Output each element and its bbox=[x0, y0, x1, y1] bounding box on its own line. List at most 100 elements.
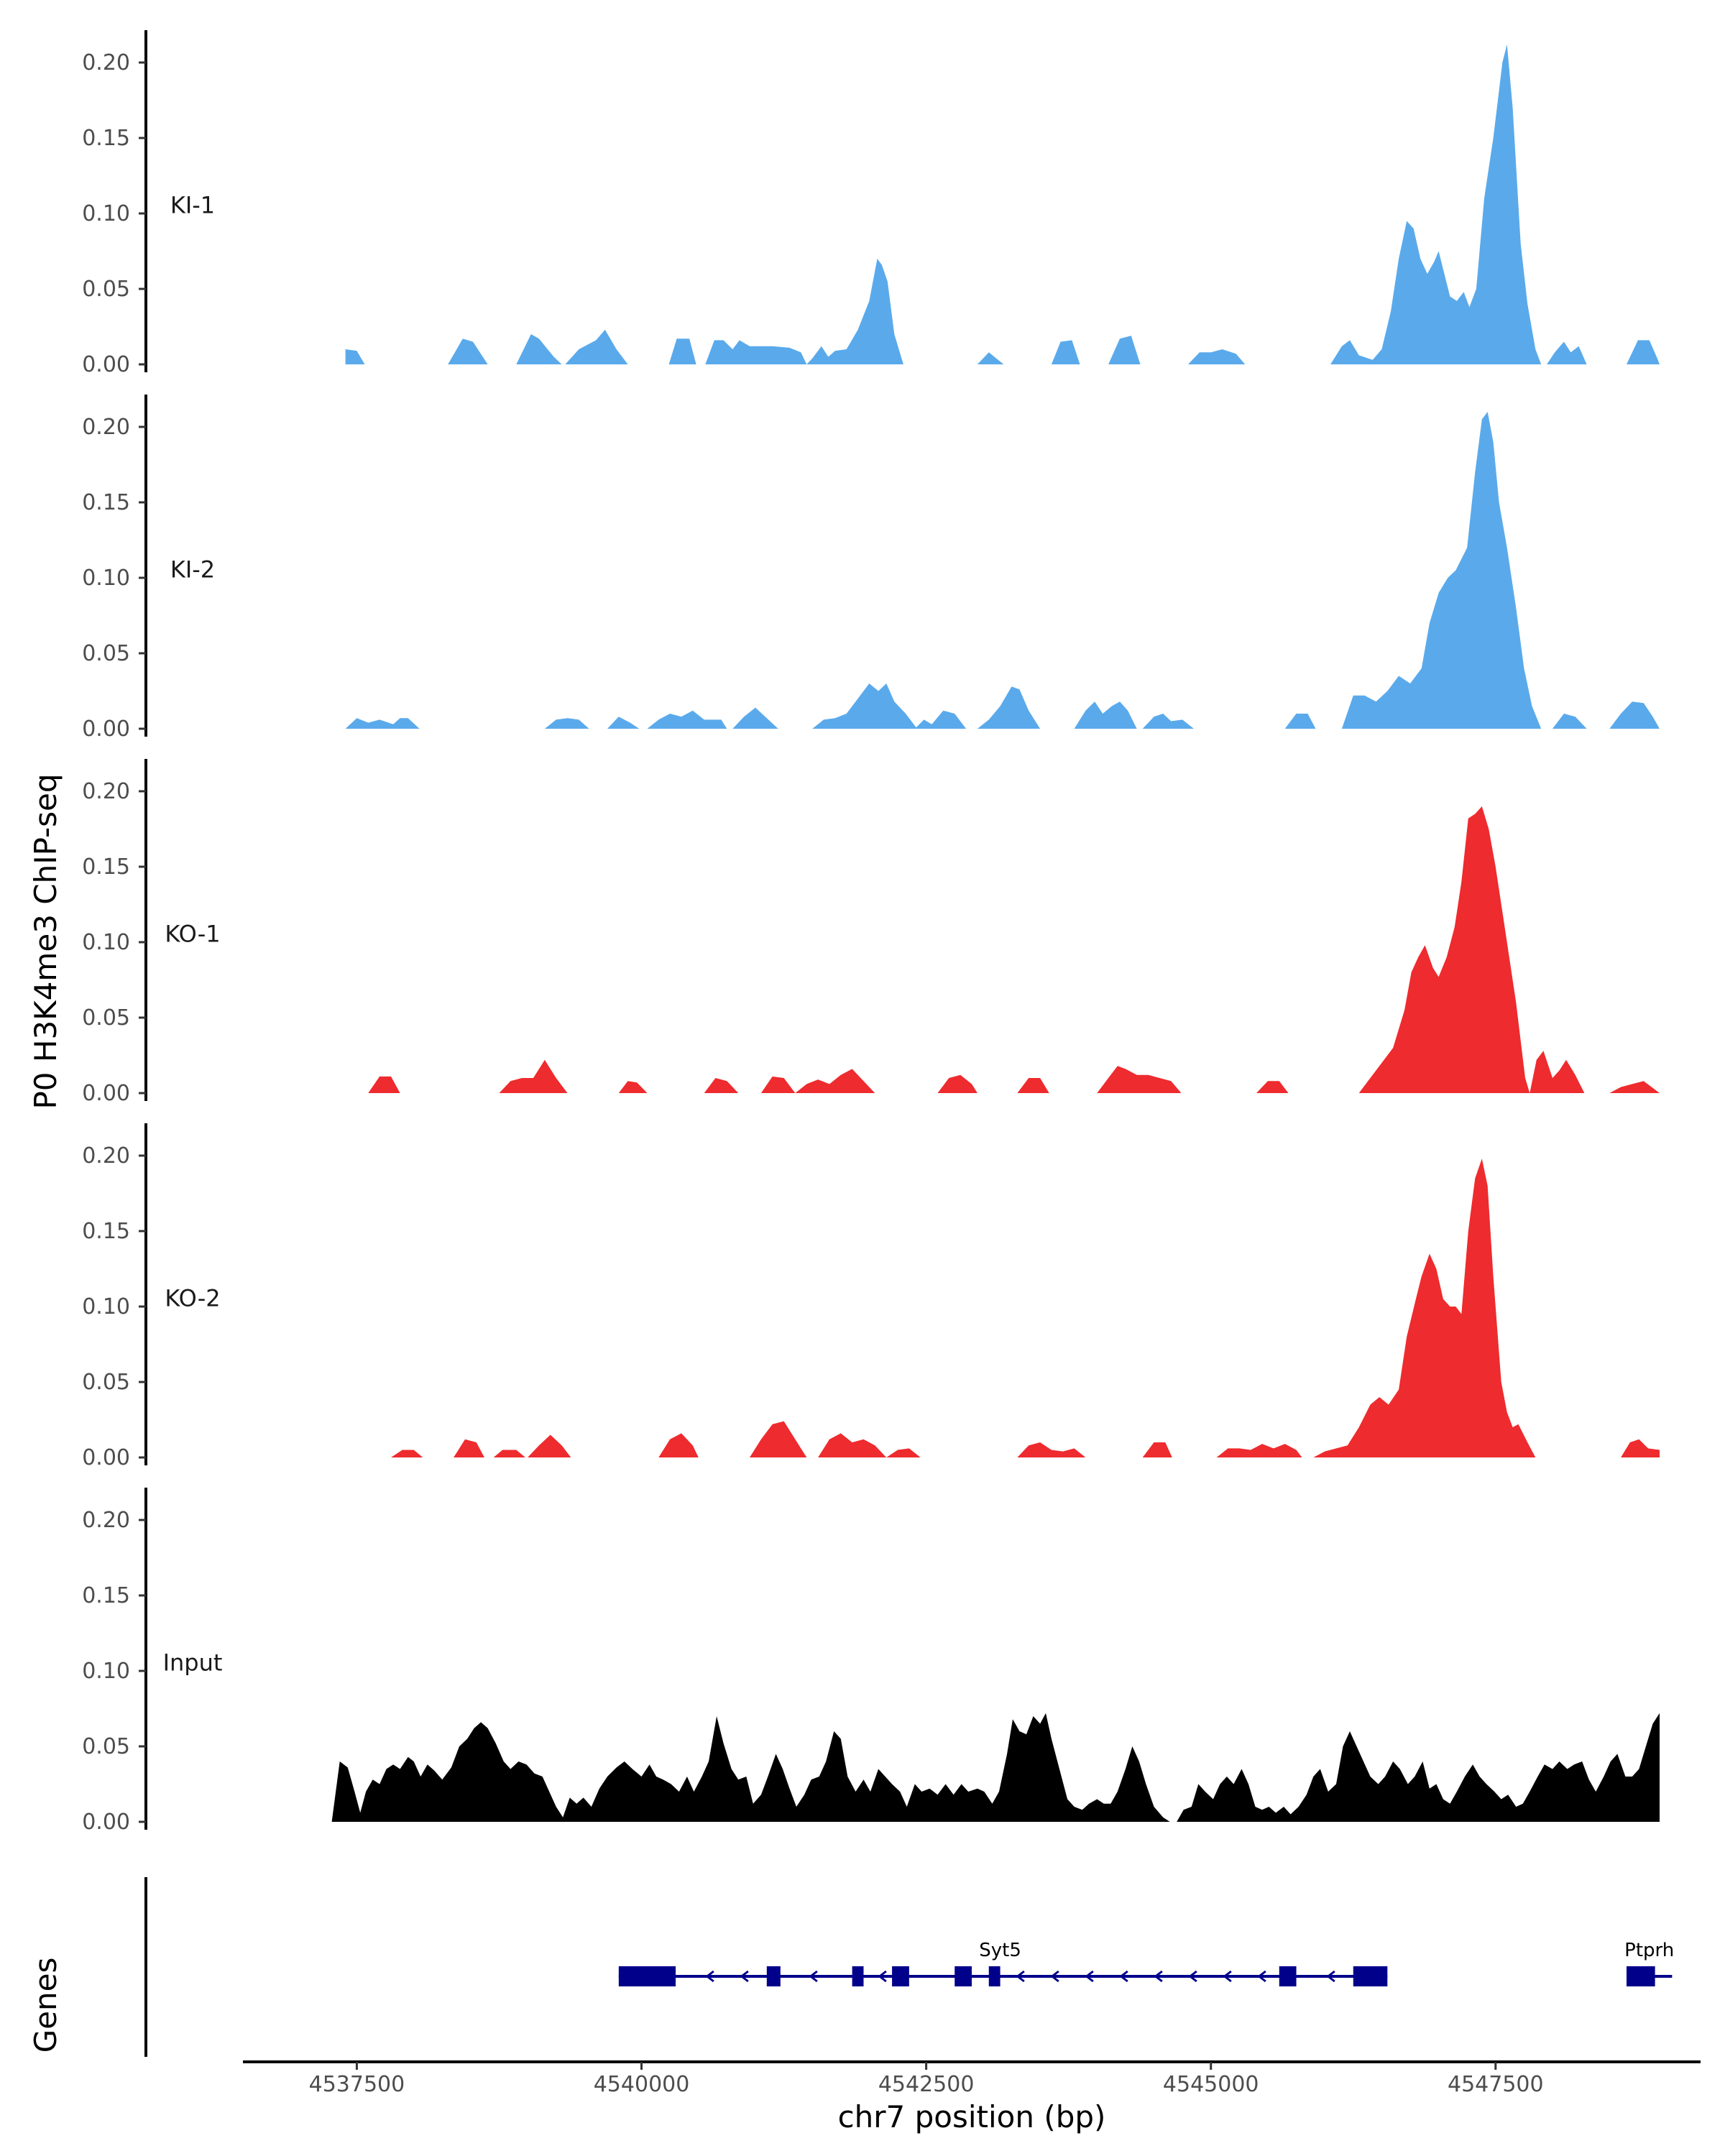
y-tick-label-ko-1-2: 0.10 bbox=[82, 930, 130, 955]
coverage-area-ko-2-12 bbox=[1621, 1439, 1660, 1457]
y-tick-label-ko-1-0: 0.00 bbox=[82, 1081, 130, 1106]
coverage-area-ki-1-11 bbox=[1330, 44, 1542, 365]
strand-arrow-syt5 bbox=[1050, 1970, 1059, 1983]
coverage-area-ki-2-11 bbox=[1341, 412, 1542, 729]
coverage-area-ki-1-10 bbox=[1188, 349, 1246, 364]
coverage-area-ko-2-5 bbox=[750, 1421, 807, 1457]
coverage-area-ki-2-1 bbox=[544, 718, 589, 729]
coverage-area-ki-1-9 bbox=[1108, 336, 1141, 364]
y-tick-label-ki-2-1: 0.05 bbox=[82, 641, 130, 666]
coverage-area-ko-1-4 bbox=[760, 1076, 796, 1093]
x-axis-title: chr7 position (bp) bbox=[838, 2099, 1106, 2134]
coverage-area-ki-1-8 bbox=[1051, 340, 1080, 364]
track-ko-2: 0.00 0.05 0.10 0.15 0.20 KO-2 bbox=[82, 1123, 1660, 1470]
x-tick-label-3: 4545000 bbox=[1163, 2072, 1259, 2097]
exon-syt5-4 bbox=[954, 1966, 972, 1986]
y-tick-label-input-2: 0.10 bbox=[82, 1659, 130, 1684]
y-tick-label-input-1: 0.05 bbox=[82, 1734, 130, 1759]
y-tick-label-ko-1-3: 0.15 bbox=[82, 854, 130, 880]
x-tick-label-1: 4540000 bbox=[594, 2072, 690, 2097]
y-tick-label-ko-2-4: 0.20 bbox=[82, 1143, 130, 1169]
coverage-area-ki-2-12 bbox=[1552, 714, 1587, 729]
exon-syt5-3 bbox=[892, 1966, 909, 1986]
tracks: 0.00 0.05 0.10 0.15 0.20 KI-1 0.00 0.05 0.10 0.15… bbox=[82, 30, 1660, 1835]
coverage-area-ki-2-7 bbox=[977, 686, 1041, 729]
strand-arrow-syt5 bbox=[809, 1970, 818, 1983]
strand-arrow-syt5 bbox=[878, 1970, 887, 1983]
coverage-area-ko-2-7 bbox=[886, 1448, 921, 1457]
exon-syt5-6 bbox=[1279, 1966, 1297, 1986]
y-tick-label-input-3: 0.15 bbox=[82, 1583, 130, 1608]
coverage-area-ki-1-3 bbox=[565, 329, 628, 364]
y-tick-label-ko-2-0: 0.00 bbox=[82, 1445, 130, 1470]
exon-syt5-0 bbox=[618, 1966, 676, 1986]
genes-axis-title: Genes bbox=[28, 1958, 63, 2053]
coverage-area-ko-1-7 bbox=[1017, 1078, 1049, 1093]
coverage-area-ki-2-9 bbox=[1142, 714, 1194, 729]
gene-label-ptprh: Ptprh bbox=[1624, 1940, 1674, 1961]
x-tick-label-2: 4542500 bbox=[878, 2072, 975, 2097]
y-tick-label-ki-1-1: 0.05 bbox=[82, 277, 130, 302]
track-input: 0.00 0.05 0.10 0.15 0.20 Input bbox=[82, 1488, 1660, 1835]
y-tick-label-ko-1-1: 0.05 bbox=[82, 1005, 130, 1031]
gene-panel: Syt5 Ptprh bbox=[144, 1877, 1674, 2057]
track-ko-1: 0.00 0.05 0.10 0.15 0.20 KO-1 bbox=[82, 759, 1660, 1106]
strand-arrow-syt5 bbox=[1188, 1970, 1197, 1983]
coverage-area-ko-2-8 bbox=[1017, 1442, 1086, 1457]
track-ki-2: 0.00 0.05 0.10 0.15 0.20 KI-2 bbox=[82, 395, 1660, 742]
strand-arrow-syt5 bbox=[1223, 1970, 1232, 1983]
coverage-area-ki-2-6 bbox=[914, 710, 967, 729]
y-tick-label-input-4: 0.20 bbox=[82, 1508, 130, 1533]
exon-ptprh-0 bbox=[1627, 1966, 1655, 1986]
strand-arrow-syt5 bbox=[1257, 1970, 1266, 1983]
coverage-area-ki-2-4 bbox=[732, 707, 778, 729]
strand-arrow-syt5 bbox=[1326, 1970, 1335, 1983]
exon-syt5-1 bbox=[766, 1966, 781, 1986]
strand-arrow-syt5 bbox=[740, 1970, 749, 1983]
x-tick-label-0: 4537500 bbox=[309, 2072, 405, 2097]
coverage-area-ko-2-10 bbox=[1216, 1444, 1302, 1457]
coverage-area-ko-1-0 bbox=[368, 1076, 400, 1093]
strand-arrow-syt5 bbox=[1119, 1970, 1128, 1983]
coverage-area-ki-1-7 bbox=[977, 352, 1004, 364]
coverage-area-ko-1-1 bbox=[499, 1059, 568, 1093]
coverage-area-ki-1-6 bbox=[806, 259, 903, 364]
track-label-ko-1: KO-1 bbox=[165, 921, 220, 948]
y-tick-label-ko-2-1: 0.05 bbox=[82, 1370, 130, 1395]
coverage-area-ki-1-13 bbox=[1627, 340, 1660, 364]
coverage-area-ko-1-10 bbox=[1358, 806, 1530, 1093]
coverage-area-ki-2-5 bbox=[812, 683, 917, 729]
strand-arrow-syt5 bbox=[1085, 1970, 1094, 1983]
coverage-area-ko-2-0 bbox=[391, 1450, 423, 1457]
coverage-area-ki-1-5 bbox=[705, 340, 807, 364]
coverage-area-ko-1-3 bbox=[704, 1078, 739, 1093]
coverage-area-ko-1-12 bbox=[1609, 1081, 1660, 1093]
strand-arrow-syt5 bbox=[1016, 1970, 1025, 1983]
x-tick-label-4: 4547500 bbox=[1448, 2072, 1544, 2097]
track-label-ki-1: KI-1 bbox=[170, 192, 215, 219]
coverage-area-ko-2-9 bbox=[1142, 1442, 1172, 1457]
y-tick-label-ki-1-4: 0.20 bbox=[82, 50, 130, 75]
y-tick-label-ki-2-3: 0.15 bbox=[82, 490, 130, 515]
coverage-area-ko-1-2 bbox=[618, 1081, 648, 1093]
coverage-area-ki-2-2 bbox=[607, 717, 640, 729]
strand-arrow-syt5 bbox=[705, 1970, 714, 1983]
y-tick-label-ki-1-0: 0.00 bbox=[82, 352, 130, 377]
coverage-area-ko-2-3 bbox=[528, 1434, 571, 1457]
coverage-area-ko-1-8 bbox=[1097, 1066, 1182, 1093]
coverage-area-ko-2-11 bbox=[1313, 1158, 1536, 1457]
coverage-area-ko-1-6 bbox=[937, 1074, 978, 1093]
coverage-area-ki-2-8 bbox=[1074, 701, 1137, 729]
coverage-area-ko-2-2 bbox=[493, 1450, 525, 1457]
track-ki-1: 0.00 0.05 0.10 0.15 0.20 KI-1 bbox=[82, 30, 1660, 377]
coverage-area-ki-1-12 bbox=[1547, 341, 1587, 364]
exon-syt5-7 bbox=[1353, 1966, 1388, 1986]
gene-ptprh: Ptprh bbox=[1624, 1940, 1674, 1986]
coverage-area-ko-2-4 bbox=[658, 1433, 699, 1457]
coverage-area-ko-1-9 bbox=[1256, 1081, 1289, 1093]
exon-syt5-2 bbox=[852, 1966, 864, 1986]
track-label-ki-2: KI-2 bbox=[170, 556, 215, 584]
y-tick-label-input-0: 0.00 bbox=[82, 1810, 130, 1835]
coverage-area-ki-2-0 bbox=[345, 718, 420, 729]
